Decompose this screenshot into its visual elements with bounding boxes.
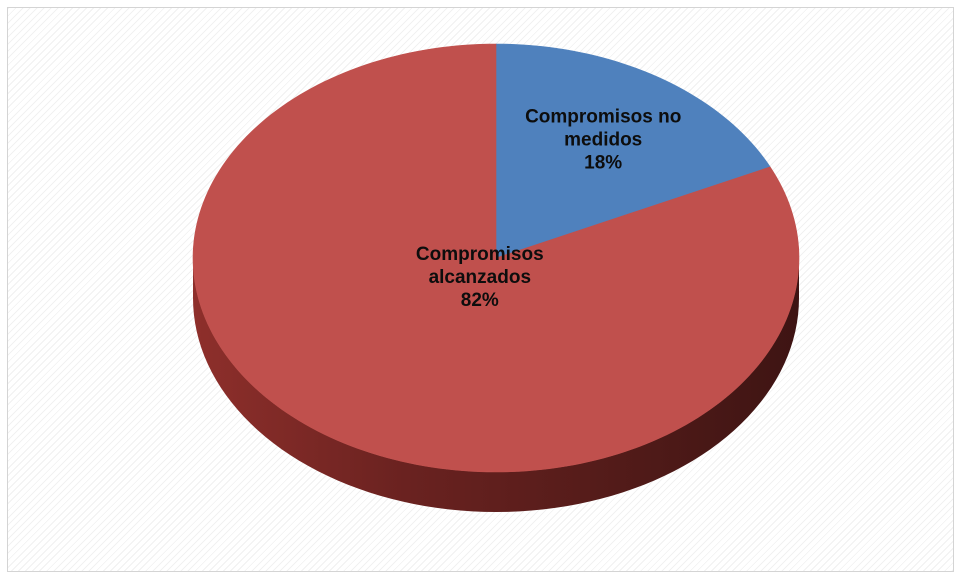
data-label-line: Compromisos no bbox=[525, 107, 681, 128]
data-label-line: medidos bbox=[564, 130, 642, 151]
data-label-line: 82% bbox=[461, 290, 499, 311]
pie-slice-compromisos-alcanzados bbox=[192, 43, 800, 473]
data-label-line: 18% bbox=[584, 153, 622, 174]
data-label-compromisos-alcanzados: Compromisos alcanzados 82% bbox=[416, 244, 544, 311]
pie-chart: Compromisos no medidos 18% Compromisos alcan… bbox=[192, 43, 800, 512]
pie-slice-compromisos-no-medidos bbox=[495, 43, 771, 259]
pie-slice-side-compromisos-alcanzados bbox=[193, 258, 799, 512]
chart-area: Compromisos no medidos 18% Compromisos alcan… bbox=[7, 7, 954, 572]
data-label-compromisos-no-medidos: Compromisos no medidos 18% bbox=[525, 107, 681, 174]
data-label-line: Compromisos bbox=[416, 244, 544, 265]
data-label-line: alcanzados bbox=[429, 267, 531, 288]
